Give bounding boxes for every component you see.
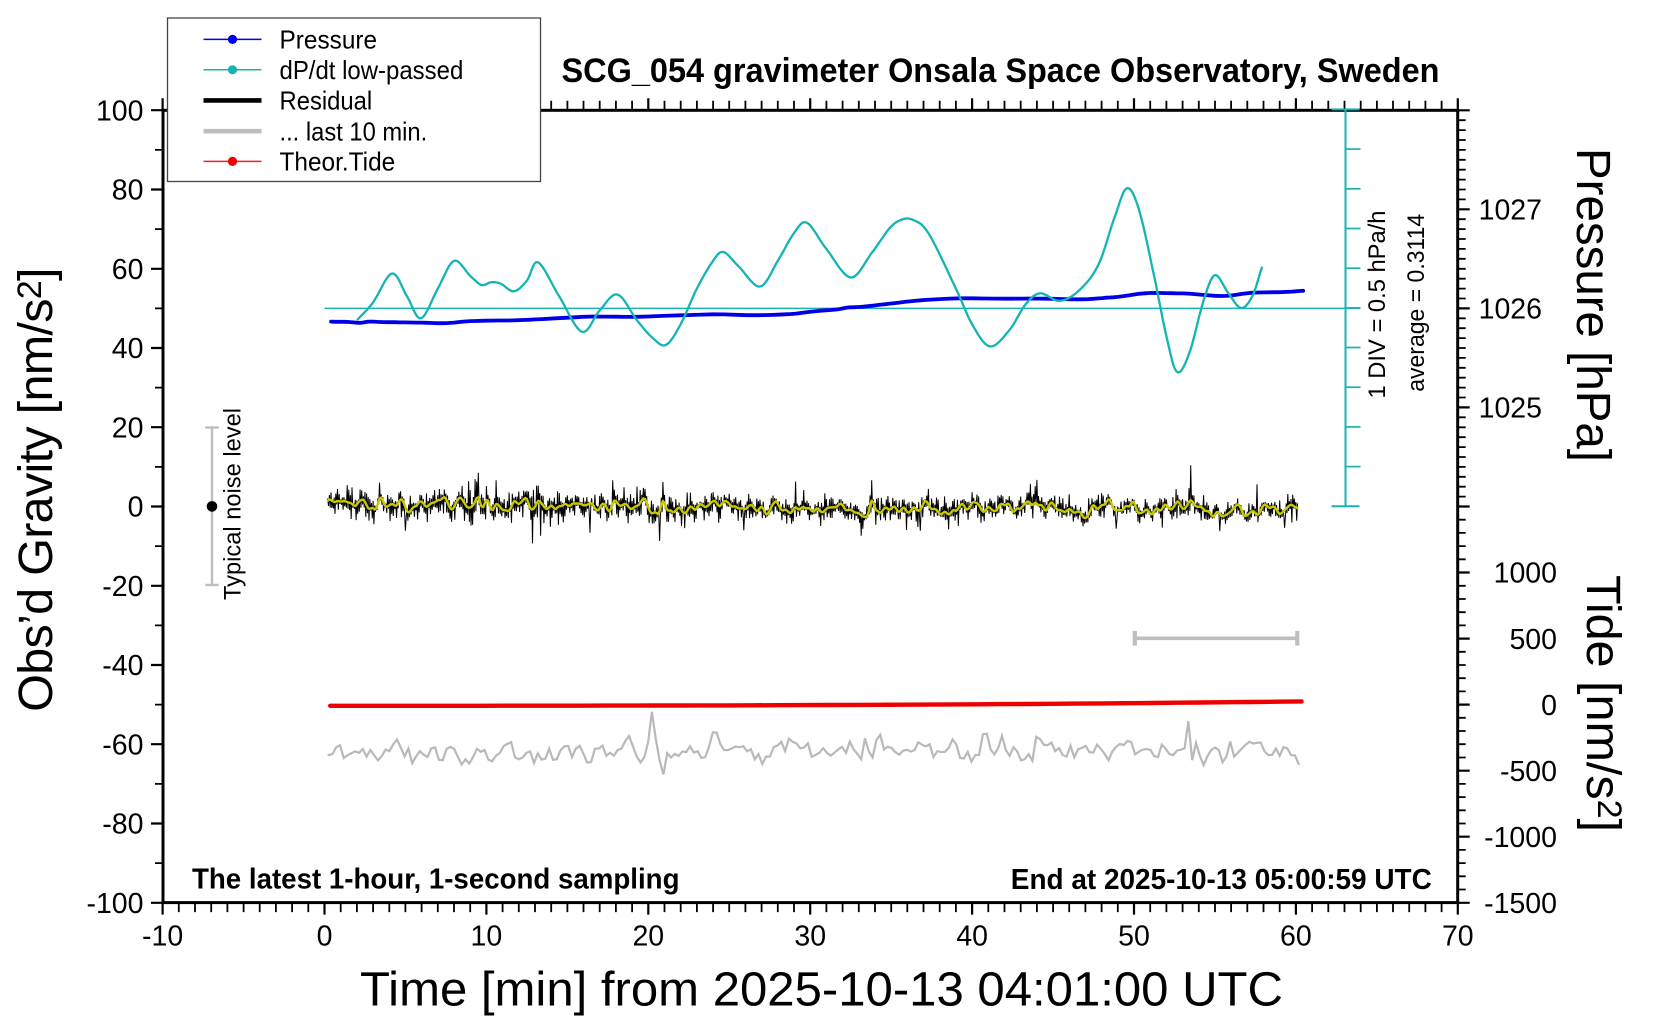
svg-text:Tide [nm/s2]: Tide [nm/s2] <box>1576 575 1630 832</box>
svg-text:-500: -500 <box>1500 756 1557 788</box>
svg-text:average = 0.3114: average = 0.3114 <box>1403 214 1430 392</box>
svg-text:40: 40 <box>956 921 988 953</box>
svg-text:Residual: Residual <box>280 86 373 116</box>
svg-text:Pressure: Pressure <box>280 25 378 55</box>
svg-text:1026: 1026 <box>1479 294 1542 326</box>
svg-text:-80: -80 <box>102 809 143 841</box>
svg-text:0: 0 <box>128 492 144 524</box>
svg-text:dP/dt low-passed: dP/dt low-passed <box>280 55 464 85</box>
svg-text:Typical noise level: Typical noise level <box>220 408 247 600</box>
svg-text:Time [min] from 2025-10-13 04:: Time [min] from 2025-10-13 04:01:00 UTC <box>360 963 1283 1017</box>
svg-text:Pressure [hPa]: Pressure [hPa] <box>1566 148 1620 462</box>
svg-text:... last 10 min.: ... last 10 min. <box>280 117 428 147</box>
svg-text:-1500: -1500 <box>1484 888 1557 920</box>
svg-text:-40: -40 <box>102 650 143 682</box>
svg-text:-10: -10 <box>142 921 183 953</box>
svg-text:500: 500 <box>1509 624 1557 656</box>
svg-text:80: 80 <box>112 175 144 207</box>
svg-text:1000: 1000 <box>1494 558 1557 590</box>
svg-text:40: 40 <box>112 333 144 365</box>
svg-text:-20: -20 <box>102 571 143 603</box>
svg-text:Obs’d Gravity [nm/s2]: Obs’d Gravity [nm/s2] <box>9 268 63 712</box>
svg-text:-1000: -1000 <box>1484 822 1557 854</box>
svg-text:Theor.Tide: Theor.Tide <box>280 147 396 177</box>
svg-text:30: 30 <box>794 921 826 953</box>
svg-text:The latest 1-hour, 1-second sa: The latest 1-hour, 1-second sampling <box>192 864 680 896</box>
svg-text:60: 60 <box>112 254 144 286</box>
svg-text:10: 10 <box>471 921 503 953</box>
svg-text:60: 60 <box>1280 921 1312 953</box>
svg-text:50: 50 <box>1118 921 1150 953</box>
svg-text:1 DIV = 0.5 hPa/h: 1 DIV = 0.5 hPa/h <box>1364 211 1391 399</box>
svg-text:0: 0 <box>1541 690 1557 722</box>
svg-text:-100: -100 <box>86 888 143 920</box>
svg-text:End at 2025-10-13 05:00:59 UTC: End at 2025-10-13 05:00:59 UTC <box>1011 864 1432 896</box>
svg-text:100: 100 <box>96 96 144 128</box>
svg-text:1025: 1025 <box>1479 393 1542 425</box>
svg-text:70: 70 <box>1442 921 1474 953</box>
svg-text:-60: -60 <box>102 730 143 762</box>
svg-text:SCG_054 gravimeter Onsala Spac: SCG_054 gravimeter Onsala Space Observat… <box>562 52 1440 90</box>
svg-text:1027: 1027 <box>1479 195 1542 227</box>
svg-text:0: 0 <box>317 921 333 953</box>
svg-text:20: 20 <box>112 412 144 444</box>
svg-text:20: 20 <box>632 921 664 953</box>
